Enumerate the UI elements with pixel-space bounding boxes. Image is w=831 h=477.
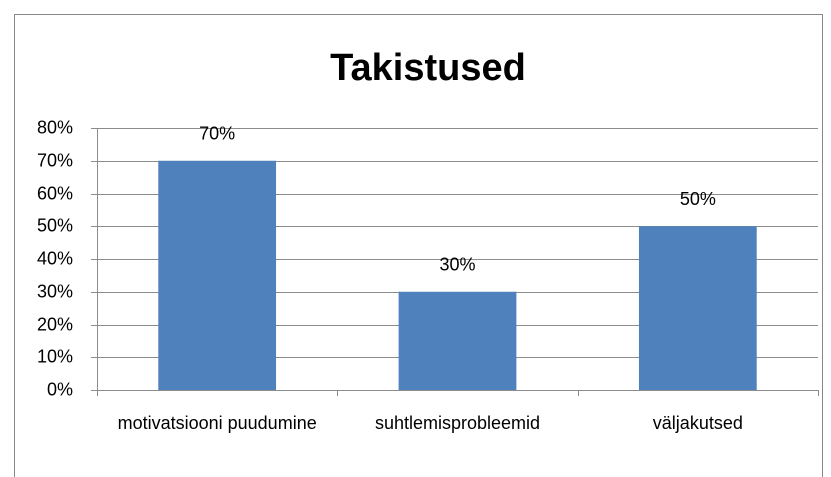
x-tick-label: motivatsiooni puudumine bbox=[117, 413, 317, 433]
data-label: 50% bbox=[680, 189, 716, 209]
y-tick-label: 0% bbox=[47, 379, 73, 399]
bar bbox=[158, 160, 277, 390]
data-label: 30% bbox=[439, 255, 475, 275]
bar bbox=[638, 226, 757, 390]
y-tick-label: 30% bbox=[37, 281, 73, 301]
x-tick-label: suhtlemisprobleemid bbox=[374, 413, 541, 433]
x-tick-label: väljakutsed bbox=[652, 413, 743, 433]
data-label: 70% bbox=[199, 124, 235, 144]
chart-border bbox=[14, 14, 823, 477]
y-tick-label: 10% bbox=[37, 346, 73, 366]
y-tick-label: 20% bbox=[37, 314, 73, 334]
y-tick-label: 70% bbox=[37, 150, 73, 170]
bar bbox=[398, 291, 517, 390]
y-tick-label: 80% bbox=[37, 117, 73, 137]
y-tick-label: 40% bbox=[37, 248, 73, 268]
chart-title: Takistused bbox=[330, 47, 526, 89]
y-tick-label: 60% bbox=[37, 183, 73, 203]
y-tick-label: 50% bbox=[37, 215, 73, 235]
